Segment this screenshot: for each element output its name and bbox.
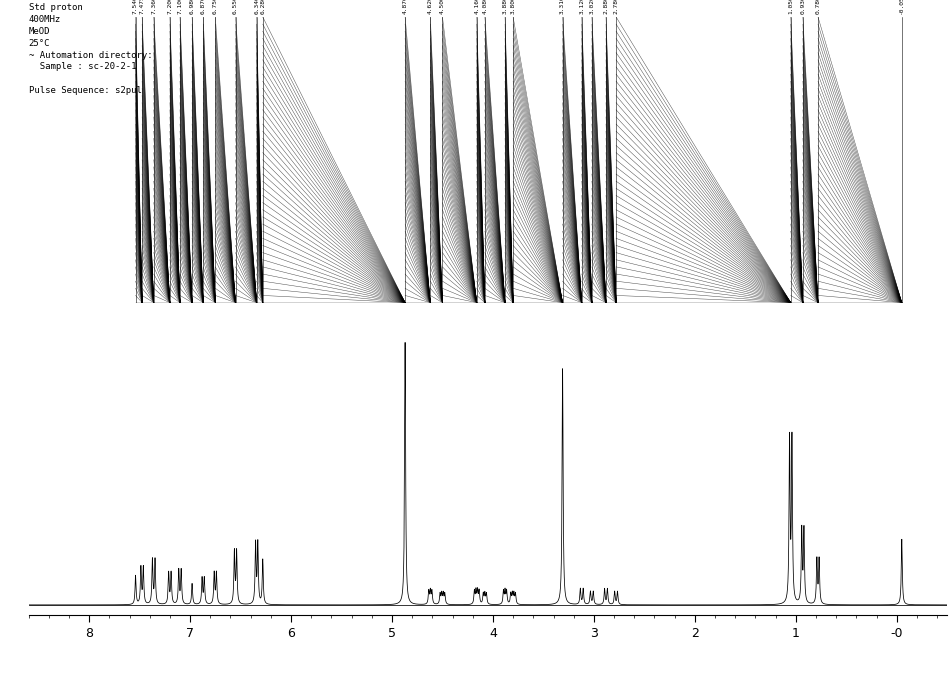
Text: 4.080: 4.080 — [483, 0, 487, 14]
Text: 0.930: 0.930 — [801, 0, 805, 14]
Text: 6.340: 6.340 — [254, 0, 259, 14]
Text: -0.050: -0.050 — [900, 0, 904, 14]
Text: Std proton
400MHz
MeOD
25°C
~ Automation directory:
  Sample : sc-20-2-1

Pulse : Std proton 400MHz MeOD 25°C ~ Automation… — [29, 3, 152, 95]
Text: 7.475: 7.475 — [140, 0, 145, 14]
Text: 3.800: 3.800 — [510, 0, 516, 14]
Text: 4.620: 4.620 — [427, 0, 433, 14]
Text: 3.880: 3.880 — [503, 0, 507, 14]
Text: 3.310: 3.310 — [560, 0, 565, 14]
Text: 6.280: 6.280 — [260, 0, 266, 14]
Text: 4.500: 4.500 — [440, 0, 445, 14]
Text: 7.360: 7.360 — [151, 0, 156, 14]
Text: 4.870: 4.870 — [403, 0, 407, 14]
Text: 0.780: 0.780 — [816, 0, 821, 14]
Text: 4.160: 4.160 — [474, 0, 479, 14]
Text: 7.200: 7.200 — [168, 0, 172, 14]
Text: 3.020: 3.020 — [589, 0, 594, 14]
Text: 6.980: 6.980 — [189, 0, 194, 14]
Text: 6.550: 6.550 — [233, 0, 238, 14]
Text: 1.050: 1.050 — [788, 0, 793, 14]
Text: 7.100: 7.100 — [177, 0, 183, 14]
Text: 6.750: 6.750 — [213, 0, 218, 14]
Text: 7.540: 7.540 — [133, 0, 138, 14]
Text: 2.780: 2.780 — [614, 0, 619, 14]
Text: 6.870: 6.870 — [201, 0, 206, 14]
Text: 2.880: 2.880 — [604, 0, 608, 14]
Text: 3.120: 3.120 — [579, 0, 585, 14]
